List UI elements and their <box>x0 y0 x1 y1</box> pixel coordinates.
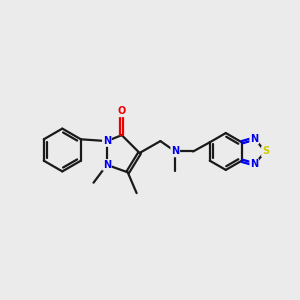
Text: S: S <box>262 146 269 157</box>
Text: N: N <box>250 134 258 144</box>
Text: O: O <box>118 106 126 116</box>
Text: N: N <box>103 136 111 146</box>
Text: N: N <box>250 159 258 169</box>
Text: N: N <box>171 146 179 157</box>
Text: N: N <box>103 160 111 170</box>
